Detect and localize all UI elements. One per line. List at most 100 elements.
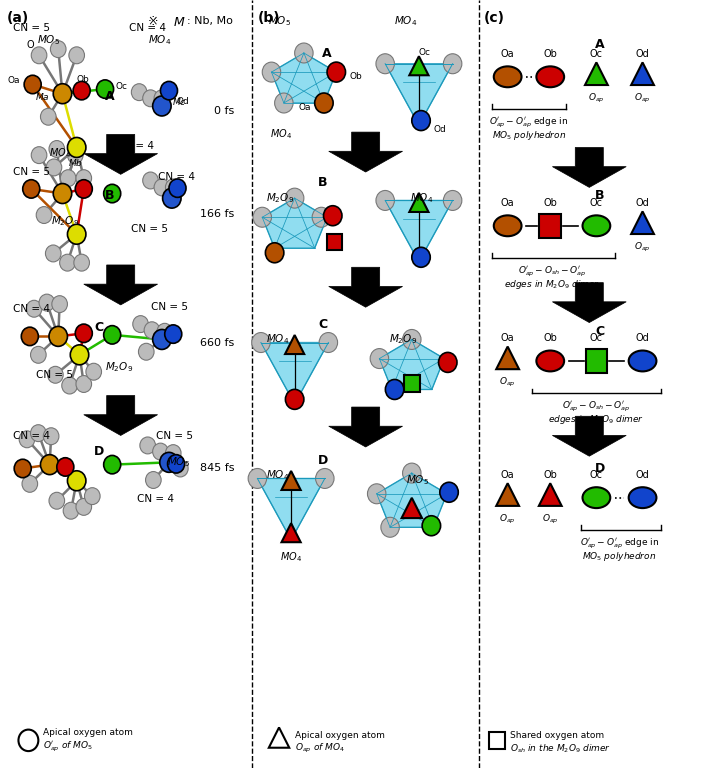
Text: Od: Od [635, 469, 650, 480]
Circle shape [31, 346, 46, 363]
Polygon shape [631, 211, 654, 234]
Polygon shape [409, 193, 428, 212]
Circle shape [60, 170, 76, 187]
Circle shape [86, 363, 102, 380]
Circle shape [443, 54, 462, 74]
Text: Od: Od [176, 97, 189, 106]
Bar [327, 233, 342, 250]
Circle shape [49, 326, 67, 346]
Circle shape [315, 93, 333, 113]
Polygon shape [631, 62, 654, 85]
Text: 845 fs: 845 fs [200, 463, 234, 474]
Circle shape [19, 431, 35, 448]
Text: $MO_5$ polyhedron: $MO_5$ polyhedron [492, 129, 566, 141]
Text: Od: Od [635, 333, 650, 343]
Text: Od: Od [635, 197, 650, 208]
Circle shape [262, 62, 280, 82]
Text: 0 fs: 0 fs [214, 106, 234, 117]
Text: : Nb, Mo: : Nb, Mo [187, 16, 234, 26]
Text: CN = 5: CN = 5 [131, 223, 168, 234]
Circle shape [23, 180, 40, 198]
Text: $O_{ap}$: $O_{ap}$ [634, 91, 651, 105]
Text: $O_{ap}'-O_{ap}'$ edge in: $O_{ap}'-O_{ap}'$ edge in [489, 116, 569, 130]
Polygon shape [281, 523, 301, 542]
Text: Od: Od [433, 124, 446, 134]
Circle shape [76, 498, 92, 515]
Circle shape [52, 296, 67, 313]
Text: CN = 5: CN = 5 [36, 369, 72, 380]
Text: CN = 4: CN = 4 [117, 141, 154, 151]
Text: $MO_4$: $MO_4$ [148, 33, 171, 47]
Circle shape [412, 247, 430, 267]
Text: $MO_5$: $MO_5$ [268, 15, 291, 28]
Circle shape [31, 425, 46, 442]
Circle shape [376, 190, 395, 210]
Circle shape [403, 329, 421, 349]
Text: CN = 5: CN = 5 [156, 431, 193, 442]
Text: Oc: Oc [115, 81, 127, 91]
Text: $MO_4$: $MO_4$ [270, 127, 292, 141]
Circle shape [40, 455, 59, 475]
Text: $M_2O_9$: $M_2O_9$ [51, 214, 80, 228]
Text: $MO_4$: $MO_4$ [49, 147, 72, 161]
Circle shape [84, 488, 100, 505]
Polygon shape [402, 498, 422, 518]
Text: CN = 4: CN = 4 [158, 172, 195, 183]
Text: D: D [318, 455, 328, 467]
Circle shape [67, 471, 86, 491]
Text: $M$: $M$ [173, 16, 186, 29]
Circle shape [24, 75, 41, 94]
Circle shape [153, 96, 171, 116]
Text: ※: ※ [148, 15, 158, 28]
Text: Ob: Ob [349, 72, 362, 81]
Circle shape [76, 376, 92, 392]
Circle shape [285, 188, 304, 208]
Polygon shape [84, 396, 158, 435]
Polygon shape [379, 339, 444, 389]
Polygon shape [496, 483, 519, 506]
Text: Oa: Oa [501, 48, 515, 59]
Text: $O_{ap}'-O_{ap}'$ edge in: $O_{ap}'-O_{ap}'$ edge in [580, 537, 659, 551]
Text: 166 fs: 166 fs [200, 208, 234, 219]
Circle shape [315, 468, 334, 488]
Circle shape [45, 245, 61, 262]
Text: Ob: Ob [77, 74, 89, 84]
Circle shape [131, 84, 147, 101]
Text: Oc: Oc [590, 333, 603, 343]
Polygon shape [329, 132, 403, 172]
Text: Od: Od [635, 48, 650, 59]
Circle shape [160, 81, 178, 100]
Text: D: D [94, 445, 104, 458]
Text: $O_{ap}'$ of $MO_5$: $O_{ap}'$ of $MO_5$ [43, 740, 92, 753]
Circle shape [70, 345, 89, 365]
Circle shape [169, 179, 186, 197]
Circle shape [165, 325, 182, 343]
Circle shape [75, 324, 92, 343]
Polygon shape [552, 147, 626, 187]
Circle shape [49, 141, 65, 157]
Ellipse shape [582, 215, 611, 237]
Circle shape [46, 159, 62, 176]
Polygon shape [496, 346, 519, 369]
Polygon shape [285, 335, 305, 354]
Circle shape [157, 323, 173, 340]
Circle shape [253, 207, 271, 227]
Circle shape [97, 80, 114, 98]
Circle shape [154, 179, 170, 196]
Text: CN = 5: CN = 5 [151, 302, 187, 313]
Polygon shape [329, 267, 403, 307]
Text: CN = 4: CN = 4 [13, 431, 50, 442]
Circle shape [67, 224, 86, 244]
Text: $O_{sh}$ in the $M_2O_9$ dimer: $O_{sh}$ in the $M_2O_9$ dimer [510, 743, 611, 755]
Text: (c): (c) [484, 11, 506, 25]
Circle shape [60, 254, 75, 271]
Polygon shape [271, 53, 337, 103]
Text: Oa: Oa [299, 103, 311, 112]
Circle shape [18, 730, 38, 751]
Ellipse shape [628, 487, 657, 508]
Text: Oa: Oa [7, 76, 20, 85]
Polygon shape [262, 198, 327, 248]
Circle shape [376, 54, 395, 74]
Circle shape [252, 333, 271, 353]
Circle shape [57, 458, 74, 476]
